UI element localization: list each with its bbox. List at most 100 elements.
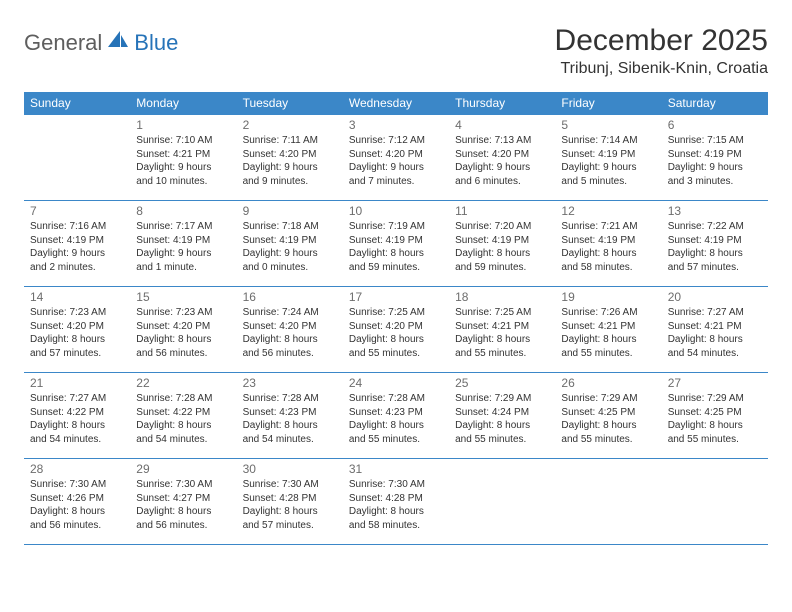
daylight-text: Daylight: 8 hours <box>561 247 655 261</box>
sunrise-text: Sunrise: 7:27 AM <box>30 392 124 406</box>
daylight-text: and 6 minutes. <box>455 175 549 189</box>
day-number: 10 <box>349 204 443 218</box>
sunset-text: Sunset: 4:19 PM <box>668 234 762 248</box>
daylight-text: Daylight: 8 hours <box>668 247 762 261</box>
daylight-text: Daylight: 9 hours <box>243 247 337 261</box>
daylight-text: and 10 minutes. <box>136 175 230 189</box>
day-number: 16 <box>243 290 337 304</box>
sunset-text: Sunset: 4:19 PM <box>30 234 124 248</box>
sunset-text: Sunset: 4:21 PM <box>561 320 655 334</box>
daylight-text: and 59 minutes. <box>349 261 443 275</box>
daylight-text: Daylight: 8 hours <box>349 247 443 261</box>
daylight-text: and 55 minutes. <box>668 433 762 447</box>
day-number: 7 <box>30 204 124 218</box>
day-number: 28 <box>30 462 124 476</box>
daylight-text: Daylight: 8 hours <box>349 333 443 347</box>
daylight-text: Daylight: 9 hours <box>349 161 443 175</box>
location-label: Tribunj, Sibenik-Knin, Croatia <box>555 60 768 78</box>
sunrise-text: Sunrise: 7:25 AM <box>455 306 549 320</box>
calendar-cell: 8Sunrise: 7:17 AMSunset: 4:19 PMDaylight… <box>130 201 236 287</box>
weekday-header: Sunday <box>24 92 130 115</box>
brand-text-2: Blue <box>134 30 178 56</box>
daylight-text: and 7 minutes. <box>349 175 443 189</box>
daylight-text: and 57 minutes. <box>243 519 337 533</box>
sunset-text: Sunset: 4:21 PM <box>136 148 230 162</box>
sunset-text: Sunset: 4:27 PM <box>136 492 230 506</box>
day-number: 23 <box>243 376 337 390</box>
daylight-text: and 9 minutes. <box>243 175 337 189</box>
daylight-text: Daylight: 9 hours <box>136 247 230 261</box>
header-right: December 2025 Tribunj, Sibenik-Knin, Cro… <box>555 24 768 78</box>
day-number: 24 <box>349 376 443 390</box>
sunrise-text: Sunrise: 7:24 AM <box>243 306 337 320</box>
calendar-cell-empty <box>449 459 555 545</box>
day-number: 21 <box>30 376 124 390</box>
day-number: 8 <box>136 204 230 218</box>
day-number: 18 <box>455 290 549 304</box>
daylight-text: and 56 minutes. <box>30 519 124 533</box>
calendar-cell: 28Sunrise: 7:30 AMSunset: 4:26 PMDayligh… <box>24 459 130 545</box>
daylight-text: and 54 minutes. <box>136 433 230 447</box>
daylight-text: and 5 minutes. <box>561 175 655 189</box>
calendar-cell: 16Sunrise: 7:24 AMSunset: 4:20 PMDayligh… <box>237 287 343 373</box>
daylight-text: Daylight: 9 hours <box>561 161 655 175</box>
sunrise-text: Sunrise: 7:28 AM <box>136 392 230 406</box>
sunset-text: Sunset: 4:25 PM <box>668 406 762 420</box>
daylight-text: and 56 minutes. <box>136 519 230 533</box>
sunrise-text: Sunrise: 7:28 AM <box>349 392 443 406</box>
day-number: 11 <box>455 204 549 218</box>
day-number: 3 <box>349 118 443 132</box>
weekday-header: Monday <box>130 92 236 115</box>
day-number: 25 <box>455 376 549 390</box>
sunrise-text: Sunrise: 7:22 AM <box>668 220 762 234</box>
sunset-text: Sunset: 4:24 PM <box>455 406 549 420</box>
daylight-text: and 3 minutes. <box>668 175 762 189</box>
daylight-text: Daylight: 9 hours <box>455 161 549 175</box>
calendar-cell: 10Sunrise: 7:19 AMSunset: 4:19 PMDayligh… <box>343 201 449 287</box>
calendar-body: 1Sunrise: 7:10 AMSunset: 4:21 PMDaylight… <box>24 115 768 545</box>
calendar-row: 1Sunrise: 7:10 AMSunset: 4:21 PMDaylight… <box>24 115 768 201</box>
sunrise-text: Sunrise: 7:14 AM <box>561 134 655 148</box>
day-number: 9 <box>243 204 337 218</box>
sunset-text: Sunset: 4:22 PM <box>136 406 230 420</box>
calendar-cell: 27Sunrise: 7:29 AMSunset: 4:25 PMDayligh… <box>662 373 768 459</box>
sunrise-text: Sunrise: 7:30 AM <box>349 478 443 492</box>
day-number: 5 <box>561 118 655 132</box>
sunrise-text: Sunrise: 7:17 AM <box>136 220 230 234</box>
daylight-text: Daylight: 8 hours <box>349 419 443 433</box>
daylight-text: and 55 minutes. <box>349 433 443 447</box>
calendar-row: 28Sunrise: 7:30 AMSunset: 4:26 PMDayligh… <box>24 459 768 545</box>
daylight-text: Daylight: 9 hours <box>136 161 230 175</box>
daylight-text: Daylight: 8 hours <box>243 333 337 347</box>
calendar-cell: 1Sunrise: 7:10 AMSunset: 4:21 PMDaylight… <box>130 115 236 201</box>
sunset-text: Sunset: 4:20 PM <box>455 148 549 162</box>
calendar-cell: 31Sunrise: 7:30 AMSunset: 4:28 PMDayligh… <box>343 459 449 545</box>
calendar-cell: 15Sunrise: 7:23 AMSunset: 4:20 PMDayligh… <box>130 287 236 373</box>
page-title: December 2025 <box>555 24 768 58</box>
calendar-cell: 30Sunrise: 7:30 AMSunset: 4:28 PMDayligh… <box>237 459 343 545</box>
day-number: 12 <box>561 204 655 218</box>
day-number: 30 <box>243 462 337 476</box>
sunset-text: Sunset: 4:19 PM <box>561 234 655 248</box>
calendar-cell: 12Sunrise: 7:21 AMSunset: 4:19 PMDayligh… <box>555 201 661 287</box>
sunrise-text: Sunrise: 7:29 AM <box>455 392 549 406</box>
daylight-text: and 54 minutes. <box>668 347 762 361</box>
sunset-text: Sunset: 4:20 PM <box>349 148 443 162</box>
calendar-row: 7Sunrise: 7:16 AMSunset: 4:19 PMDaylight… <box>24 201 768 287</box>
calendar-cell: 13Sunrise: 7:22 AMSunset: 4:19 PMDayligh… <box>662 201 768 287</box>
daylight-text: Daylight: 8 hours <box>668 419 762 433</box>
sunset-text: Sunset: 4:23 PM <box>349 406 443 420</box>
sunrise-text: Sunrise: 7:16 AM <box>30 220 124 234</box>
daylight-text: Daylight: 8 hours <box>30 505 124 519</box>
calendar-table: SundayMondayTuesdayWednesdayThursdayFrid… <box>24 92 768 545</box>
daylight-text: Daylight: 8 hours <box>30 333 124 347</box>
sunset-text: Sunset: 4:19 PM <box>455 234 549 248</box>
day-number: 26 <box>561 376 655 390</box>
sunset-text: Sunset: 4:19 PM <box>668 148 762 162</box>
daylight-text: Daylight: 8 hours <box>668 333 762 347</box>
calendar-cell: 7Sunrise: 7:16 AMSunset: 4:19 PMDaylight… <box>24 201 130 287</box>
sunrise-text: Sunrise: 7:30 AM <box>136 478 230 492</box>
calendar-cell: 19Sunrise: 7:26 AMSunset: 4:21 PMDayligh… <box>555 287 661 373</box>
sail-icon <box>106 31 130 56</box>
daylight-text: and 55 minutes. <box>455 433 549 447</box>
